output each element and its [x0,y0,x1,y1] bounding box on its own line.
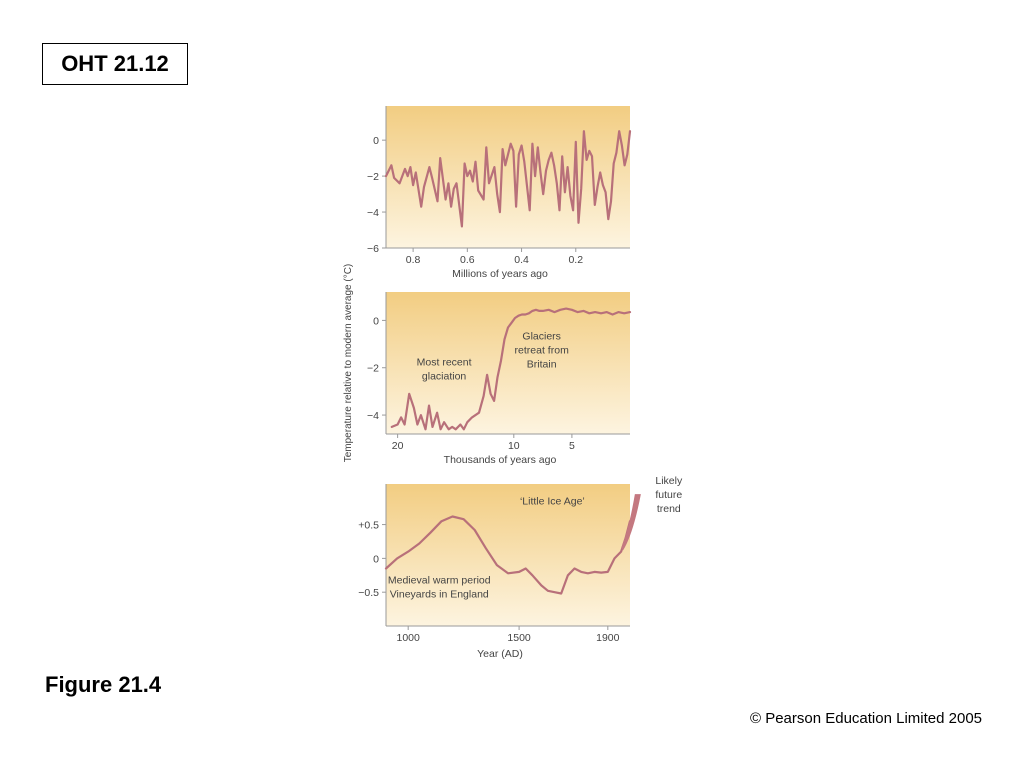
y-tick-label: −2 [367,363,379,375]
x-tick-label: 0.2 [568,254,583,266]
annotation-label: future [655,489,682,501]
oht-label: OHT 21.12 [61,51,169,76]
oht-label-box: OHT 21.12 [42,43,188,85]
x-tick-label: 0.8 [406,254,421,266]
annotation-label: trend [657,503,681,515]
x-tick-label: 20 [392,440,404,452]
temperature-series-line [384,130,632,228]
chart-panel-1: 0 −2 −4 −6 0.8 0.6 0.4 0.2 Millions of years ago [367,106,632,280]
annotation-label: Medieval warm period [388,574,491,586]
y-tick-label: 0 [373,135,379,147]
y-tick-label: −4 [367,410,379,422]
annotation-label: Britain [527,358,557,370]
y-tick-label: −0.5 [358,587,379,599]
future-trend-band [621,494,641,551]
x-tick-label: 0.6 [460,254,475,266]
annotation-label: Vineyards in England [390,588,489,600]
y-tick-label: −4 [367,207,379,219]
y-tick-label: 0 [373,553,379,565]
annotation-label: glaciation [422,370,467,382]
x-tick-label: 1900 [596,632,620,644]
plot-background [386,484,630,626]
y-tick-label: +0.5 [358,520,379,532]
x-tick-label: 1500 [507,632,531,644]
x-tick-label: 10 [508,440,520,452]
x-axis-label: Thousands of years ago [444,454,557,466]
temperature-series-line [384,515,632,595]
temperature-series-line [390,307,632,431]
y-tick-label: −2 [367,171,379,183]
chart-panel-2: 0 −2 −4 20 10 5 Thousands of years ago Most rec… [367,292,632,466]
annotation-label: retreat from [515,344,570,356]
y-tick-label: 0 [373,315,379,327]
chart-panel-3: +0.5 0 −0.5 1000 1500 1900 Year (AD) ‘Little Ic… [358,475,683,660]
annotation-label: ‘Little Ice Age’ [520,495,585,507]
y-axis-label: Temperature relative to modern average (… [343,264,354,463]
x-tick-label: 5 [569,440,575,452]
x-tick-label: 0.4 [514,254,529,266]
annotation-label: Most recent [417,356,472,368]
x-axis-label: Year (AD) [477,648,523,660]
x-tick-label: 1000 [397,632,421,644]
plot-background [386,292,630,434]
annotation-label: Likely [655,475,683,487]
figure-label: Figure 21.4 [45,672,162,697]
copyright-text: © Pearson Education Limited 2005 [749,710,982,727]
x-axis-label: Millions of years ago [452,268,548,280]
y-tick-label: −6 [367,243,379,255]
annotation-label: Glaciers [522,330,561,342]
